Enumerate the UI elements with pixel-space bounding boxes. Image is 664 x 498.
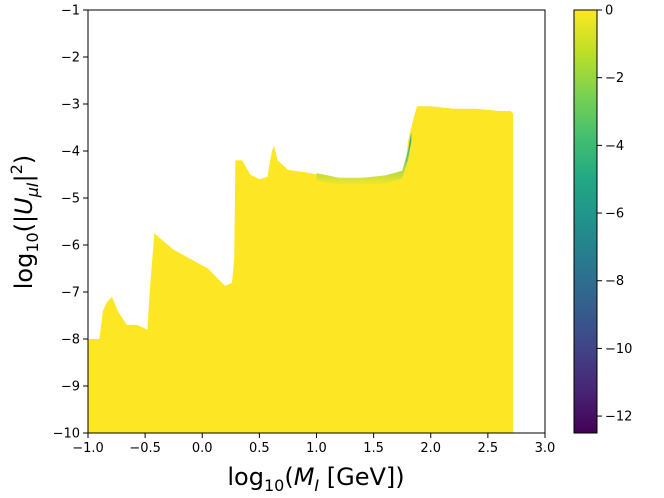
- colorbar-tick-label: −6: [605, 207, 624, 222]
- y-tick-label: −10: [53, 427, 80, 442]
- boundary-gradient-band: [316, 132, 412, 186]
- colorbar-tick-label: −8: [605, 274, 624, 289]
- x-tick-label: 0.0: [192, 441, 213, 456]
- y-tick-label: −2: [61, 51, 80, 66]
- colorbar-tick-label: −10: [605, 342, 632, 357]
- x-axis: −1.0 −0.5 0.0 0.5 1.0 1.5 2.0 2.5 3.0: [72, 433, 555, 456]
- x-axis-label: log10(MI [GeV]): [227, 463, 404, 495]
- allowed-region: [88, 106, 514, 433]
- x-tick-label: 1.0: [306, 441, 327, 456]
- y-tick-label: −9: [61, 380, 80, 395]
- y-tick-label: −5: [61, 192, 80, 207]
- colorbar: [573, 9, 598, 434]
- y-tick-label: −1: [61, 4, 80, 19]
- x-tick-label: 2.0: [420, 441, 441, 456]
- y-axis-label: log10(|UμI|2): [7, 155, 42, 290]
- y-tick-label: −6: [61, 239, 80, 254]
- colorbar-tick-label: −4: [605, 139, 624, 154]
- colorbar-tick-label: −12: [605, 410, 632, 425]
- y-tick-label: −3: [61, 98, 80, 113]
- y-tick-label: −7: [61, 286, 80, 301]
- x-tick-label: 0.5: [249, 441, 270, 456]
- x-tick-label: −1.0: [72, 441, 104, 456]
- colorbar-axis: 0 −2 −4 −6 −8 −10 −12: [597, 4, 632, 425]
- y-tick-label: −8: [61, 333, 80, 348]
- x-tick-label: 1.5: [363, 441, 384, 456]
- x-tick-label: 3.0: [535, 441, 556, 456]
- x-tick-label: −0.5: [129, 441, 161, 456]
- x-tick-label: 2.5: [478, 441, 499, 456]
- colorbar-tick-label: −2: [605, 71, 624, 86]
- y-tick-label: −4: [61, 145, 80, 160]
- y-axis: −10 −9 −8 −7 −6 −5 −4 −3 −2 −1: [53, 4, 88, 442]
- colorbar-tick-label: 0: [605, 4, 613, 19]
